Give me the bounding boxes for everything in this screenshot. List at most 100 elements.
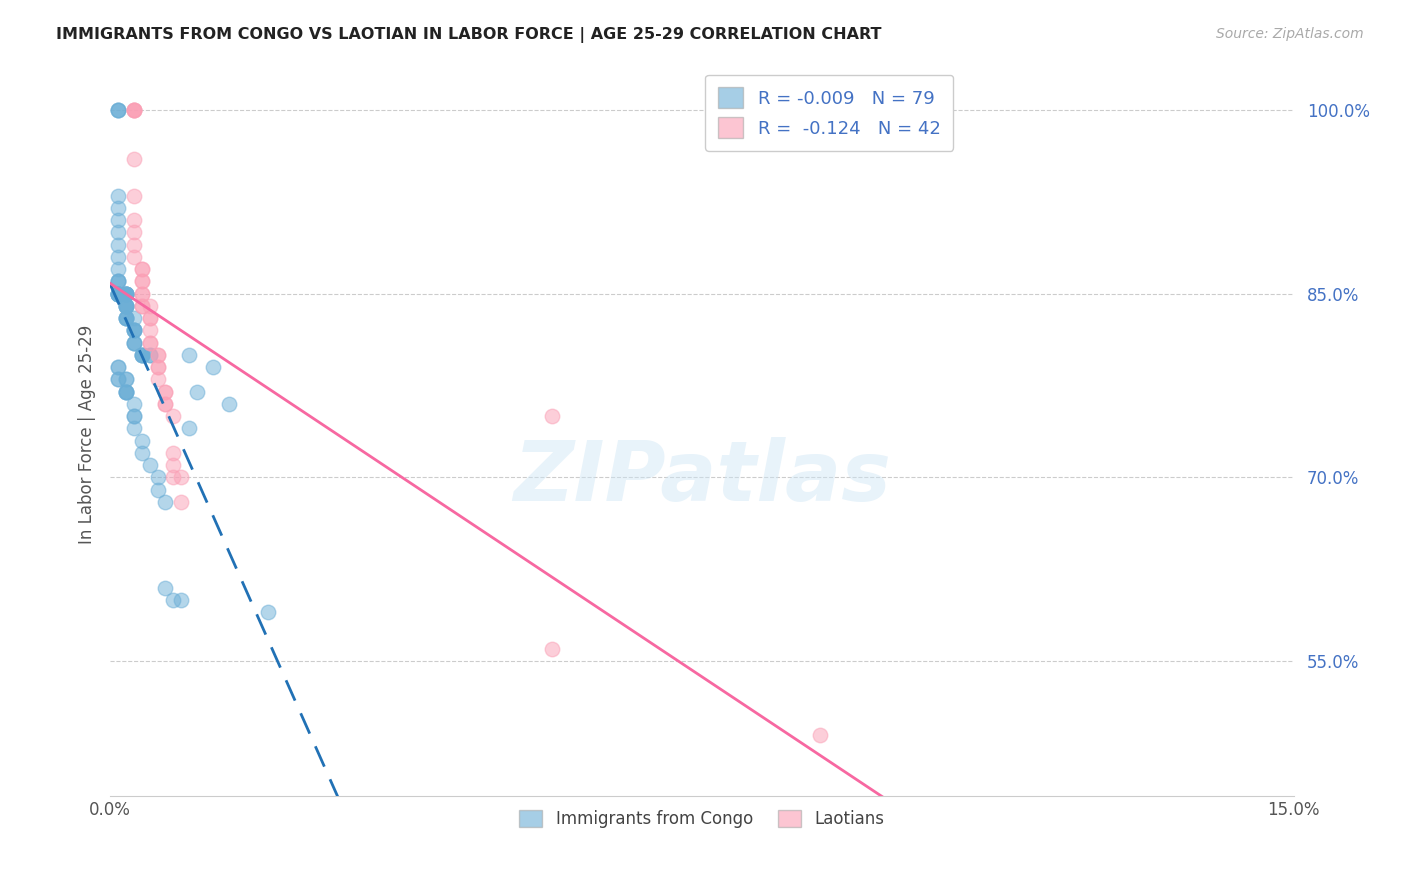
Point	[107, 286, 129, 301]
Point	[107, 103, 129, 117]
Point	[257, 605, 280, 619]
Point	[122, 237, 145, 252]
Point	[155, 384, 177, 399]
Point	[107, 286, 129, 301]
Text: Source: ZipAtlas.com: Source: ZipAtlas.com	[1216, 27, 1364, 41]
Point	[107, 372, 129, 386]
Y-axis label: In Labor Force | Age 25-29: In Labor Force | Age 25-29	[79, 325, 96, 544]
Text: IMMIGRANTS FROM CONGO VS LAOTIAN IN LABOR FORCE | AGE 25-29 CORRELATION CHART: IMMIGRANTS FROM CONGO VS LAOTIAN IN LABO…	[56, 27, 882, 43]
Point	[162, 446, 184, 460]
Point	[115, 311, 138, 326]
Point	[146, 348, 169, 362]
Point	[122, 409, 145, 424]
Point	[107, 372, 129, 386]
Point	[131, 434, 153, 448]
Point	[138, 323, 160, 337]
Point	[107, 360, 129, 375]
Point	[131, 348, 153, 362]
Point	[122, 409, 145, 424]
Point	[122, 323, 145, 337]
Point	[170, 495, 193, 509]
Point	[162, 593, 184, 607]
Point	[115, 299, 138, 313]
Point	[131, 299, 153, 313]
Point	[122, 335, 145, 350]
Point	[107, 213, 129, 227]
Point	[138, 348, 160, 362]
Point	[122, 225, 145, 239]
Point	[107, 237, 129, 252]
Point	[131, 262, 153, 277]
Point	[162, 409, 184, 424]
Point	[115, 286, 138, 301]
Point	[122, 250, 145, 264]
Point	[162, 470, 184, 484]
Point	[122, 335, 145, 350]
Point	[122, 323, 145, 337]
Point	[115, 384, 138, 399]
Point	[107, 103, 129, 117]
Point	[131, 274, 153, 288]
Point	[122, 421, 145, 435]
Point	[115, 299, 138, 313]
Point	[115, 286, 138, 301]
Point	[107, 225, 129, 239]
Point	[146, 360, 169, 375]
Point	[122, 397, 145, 411]
Point	[122, 103, 145, 117]
Point	[115, 311, 138, 326]
Point	[186, 384, 208, 399]
Point	[107, 274, 129, 288]
Point	[138, 335, 160, 350]
Point	[541, 409, 564, 424]
Point	[146, 360, 169, 375]
Point	[107, 250, 129, 264]
Point	[115, 299, 138, 313]
Point	[177, 348, 200, 362]
Point	[131, 262, 153, 277]
Point	[122, 311, 145, 326]
Point	[115, 286, 138, 301]
Point	[115, 286, 138, 301]
Point	[131, 348, 153, 362]
Point	[131, 348, 153, 362]
Point	[122, 213, 145, 227]
Text: ZIPatlas: ZIPatlas	[513, 437, 891, 518]
Point	[115, 372, 138, 386]
Point	[122, 188, 145, 202]
Point	[115, 311, 138, 326]
Point	[162, 458, 184, 472]
Point	[131, 446, 153, 460]
Point	[107, 286, 129, 301]
Point	[115, 384, 138, 399]
Point	[122, 335, 145, 350]
Point	[122, 103, 145, 117]
Point	[107, 274, 129, 288]
Point	[170, 470, 193, 484]
Point	[138, 299, 160, 313]
Point	[218, 397, 240, 411]
Point	[115, 286, 138, 301]
Point	[155, 384, 177, 399]
Point	[138, 311, 160, 326]
Point	[201, 360, 224, 375]
Point	[170, 593, 193, 607]
Point	[115, 286, 138, 301]
Point	[107, 286, 129, 301]
Point	[138, 335, 160, 350]
Point	[155, 397, 177, 411]
Point	[107, 262, 129, 277]
Point	[115, 286, 138, 301]
Point	[107, 286, 129, 301]
Point	[131, 286, 153, 301]
Point	[138, 348, 160, 362]
Point	[146, 470, 169, 484]
Point	[107, 286, 129, 301]
Point	[122, 103, 145, 117]
Point	[138, 458, 160, 472]
Point	[122, 323, 145, 337]
Point	[115, 384, 138, 399]
Point	[107, 274, 129, 288]
Point	[131, 299, 153, 313]
Point	[155, 495, 177, 509]
